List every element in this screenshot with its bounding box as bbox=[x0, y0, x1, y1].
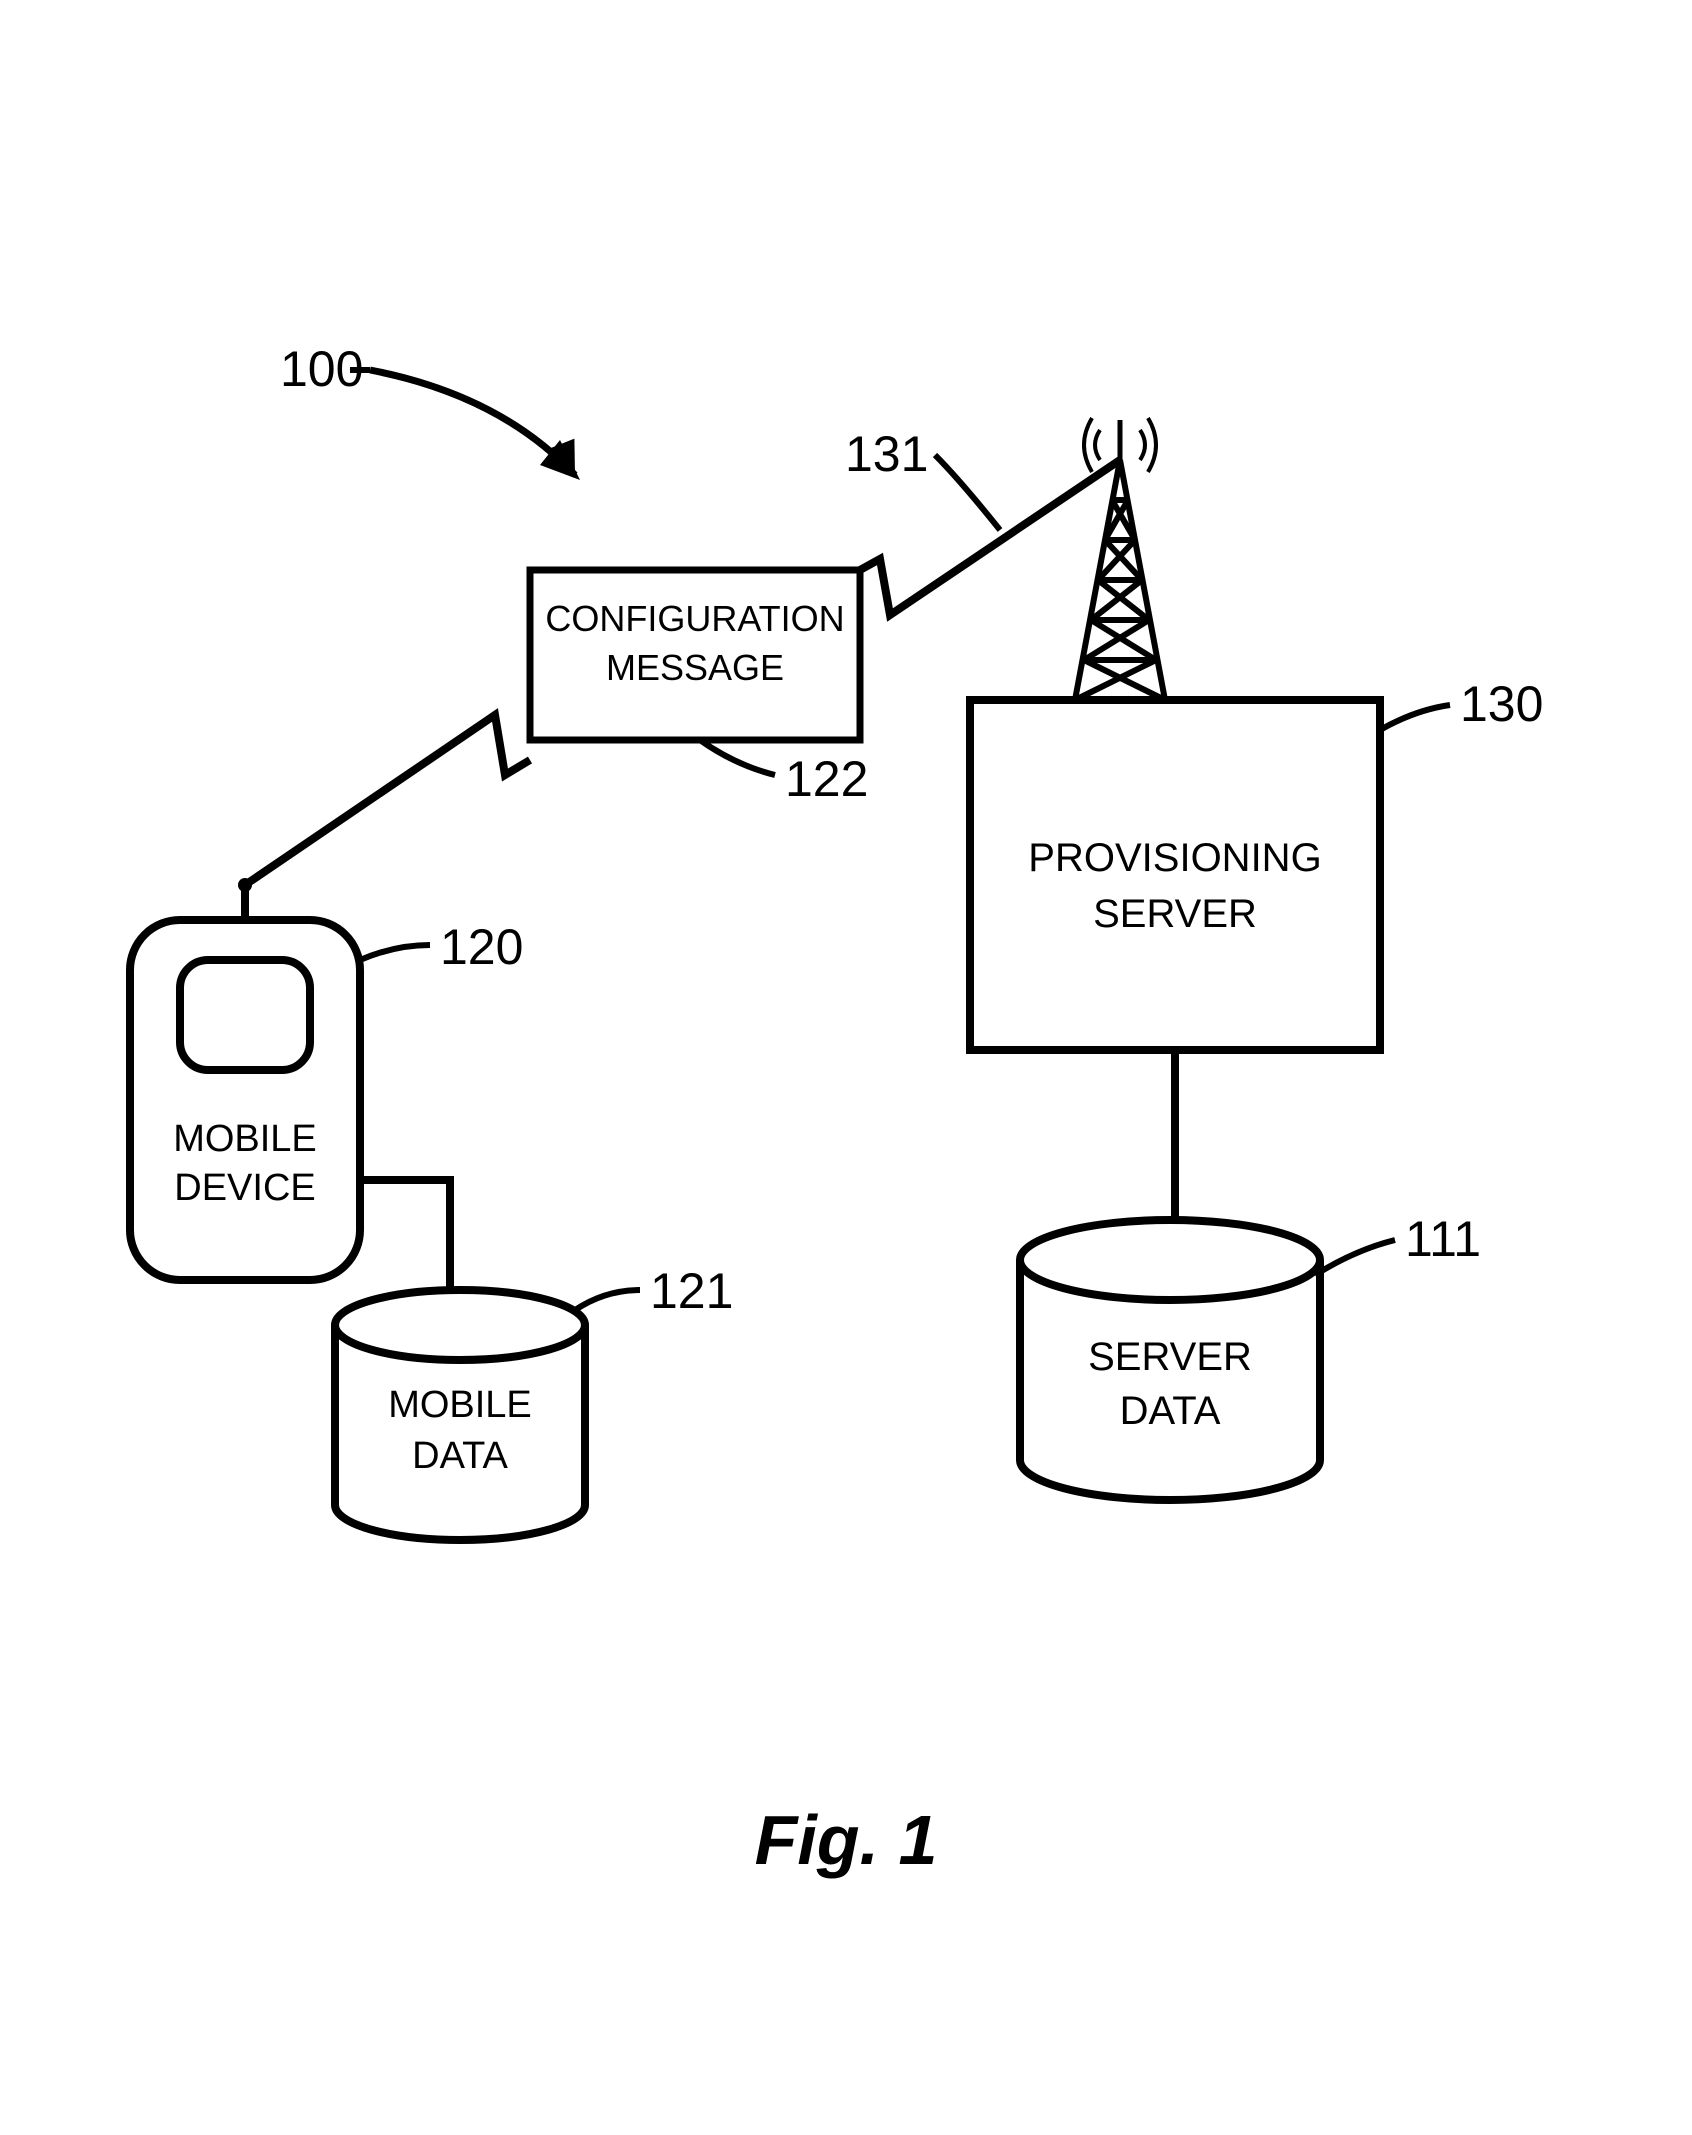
mobile-data-line1: MOBILE bbox=[388, 1384, 532, 1426]
provisioning-server-line2: SERVER bbox=[1093, 892, 1257, 936]
server-data-line1: SERVER bbox=[1088, 1335, 1252, 1379]
ref-system: 100 bbox=[280, 340, 363, 398]
config-message-line2: MESSAGE bbox=[606, 647, 784, 688]
ref-mobile-device: 120 bbox=[440, 918, 523, 976]
figure-caption: Fig. 1 bbox=[0, 1800, 1692, 1880]
mobile-device-line2: DEVICE bbox=[174, 1167, 315, 1209]
ref-antenna: 131 bbox=[845, 425, 928, 483]
config-message-label: CONFIGURATION MESSAGE bbox=[530, 595, 860, 692]
ref-provisioning-server: 130 bbox=[1460, 675, 1543, 733]
antenna-tower bbox=[1075, 418, 1165, 700]
ref-server-data: 111 bbox=[1405, 1210, 1481, 1268]
mobile-data-line2: DATA bbox=[412, 1435, 508, 1477]
mobile-device-line1: MOBILE bbox=[173, 1118, 317, 1160]
ref-config-message: 122 bbox=[785, 750, 868, 808]
server-data-line2: DATA bbox=[1120, 1389, 1221, 1433]
config-message-line1: CONFIGURATION bbox=[545, 598, 844, 639]
mobile-data-label: MOBILE DATA bbox=[335, 1380, 585, 1483]
server-data-label: SERVER DATA bbox=[1020, 1330, 1320, 1438]
device-to-data-link bbox=[360, 1180, 450, 1295]
mobile-device-label: MOBILE DEVICE bbox=[130, 1115, 360, 1214]
system-ref-arrow bbox=[370, 370, 584, 480]
provisioning-server-label: PROVISIONING SERVER bbox=[970, 830, 1380, 942]
ref-mobile-data: 121 bbox=[650, 1262, 733, 1320]
provisioning-server-line1: PROVISIONING bbox=[1028, 836, 1321, 880]
mobile-device-node bbox=[130, 920, 360, 1280]
